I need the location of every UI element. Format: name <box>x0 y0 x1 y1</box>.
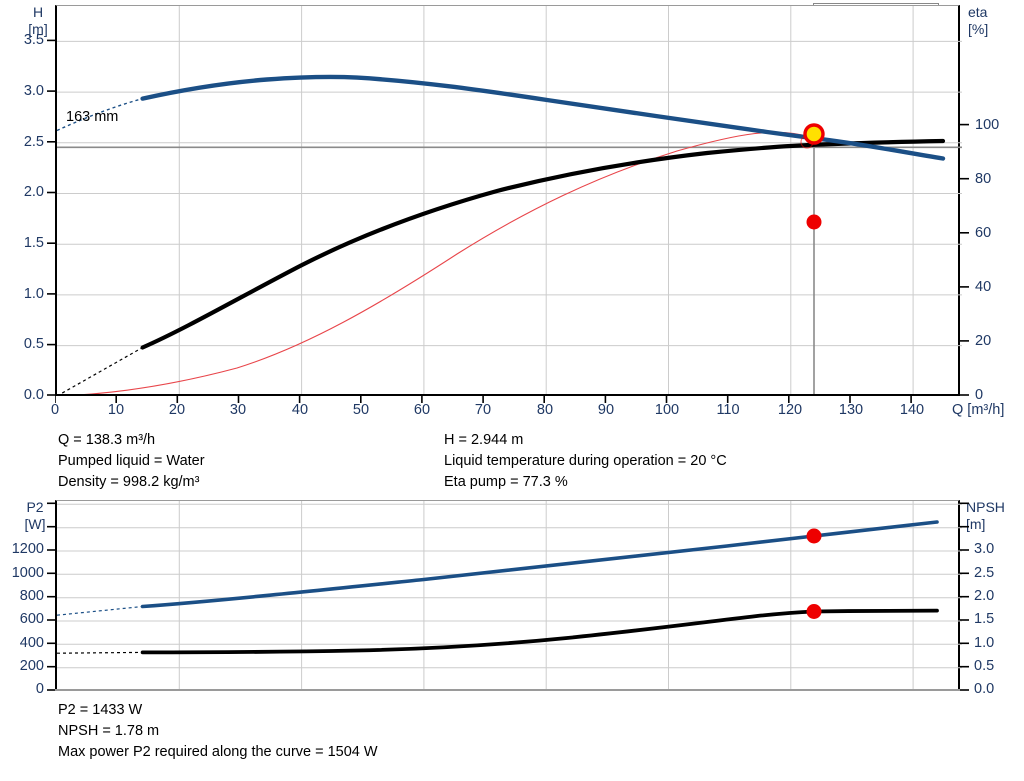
eta-tick-1: 20 <box>975 333 992 349</box>
h-tick-1: 0.5 <box>23 336 44 352</box>
duty-info-left-line-0: Q = 138.3 m³/h <box>58 432 156 448</box>
npsh-tick-3: 1.5 <box>974 611 995 627</box>
q-tick-0: 0 <box>50 402 60 418</box>
eta-tick-3: 60 <box>975 225 992 241</box>
top-chart-gridlines-vertical <box>178 6 914 396</box>
bottom-chart-npsh-tick-svg <box>960 502 969 691</box>
bottom-chart-x-axis <box>55 689 960 691</box>
q-tick-10: 100 <box>654 402 680 418</box>
q-tick-14: 140 <box>899 402 925 418</box>
npsh-tick-0: 0.0 <box>974 681 995 697</box>
p2-tick-0: 0 <box>35 681 44 697</box>
h-tick-0: 0.0 <box>23 387 44 403</box>
p2-tick-6: 1200 <box>11 541 44 557</box>
q-tick-1: 10 <box>107 402 125 418</box>
duty-point-eta-marker <box>806 214 822 230</box>
p2-tick-5: 1000 <box>11 565 44 581</box>
head-curve-extrapolated <box>57 97 143 132</box>
bottom-chart-gridlines-vertical <box>178 501 914 691</box>
h-tick-3: 1.5 <box>23 235 44 251</box>
power-info: P2 = 1433 W NPSH = 1.78 m Max power P2 r… <box>58 700 378 763</box>
q-tick-4: 40 <box>291 402 309 418</box>
q-tick-13: 130 <box>838 402 864 418</box>
top-chart-x-axis-title: Q [m³/h] <box>952 402 1005 418</box>
power-info-line-0: P2 = 1433 W <box>58 702 143 718</box>
bottom-chart-plot-area <box>55 500 962 691</box>
q-tick-6: 60 <box>413 402 431 418</box>
q-tick-12: 120 <box>777 402 803 418</box>
p2-tick-2: 400 <box>19 635 44 651</box>
q-tick-7: 70 <box>474 402 492 418</box>
npsh-tick-6: 3.0 <box>974 541 995 557</box>
impeller-size-label: 163 mm <box>66 109 119 125</box>
eta-curve <box>140 138 946 350</box>
h-tick-2: 1.0 <box>23 286 44 302</box>
q-tick-5: 50 <box>352 402 370 418</box>
power-curve-extrapolated <box>57 605 143 616</box>
duty-info-left-line-1: Pumped liquid = Water <box>58 453 205 469</box>
top-chart-eta-tick-svg <box>960 123 969 396</box>
duty-info-left-line-2: Density = 998.2 kg/m³ <box>58 474 200 490</box>
npsh-tick-1: 0.5 <box>974 658 995 674</box>
q-tick-2: 20 <box>168 402 186 418</box>
top-chart-right-axis-title: eta [%] <box>968 4 989 37</box>
duty-info-left: Q = 138.3 m³/h Pumped liquid = Water Den… <box>58 430 205 493</box>
system-curve <box>57 131 815 396</box>
eta-tick-4: 80 <box>975 171 992 187</box>
duty-info-right: H = 2.944 m Liquid temperature during op… <box>444 430 727 493</box>
bottom-chart-svg <box>57 501 962 691</box>
top-chart-left-axis-title: H [m] <box>28 4 48 37</box>
duty-info-right-line-2: Eta pump = 77.3 % <box>444 474 568 490</box>
eta-tick-2: 40 <box>975 279 992 295</box>
bottom-chart-right-axis-title: NPSH [m] <box>966 499 1005 532</box>
npsh-tick-5: 2.5 <box>974 565 995 581</box>
q-tick-11: 110 <box>716 402 740 418</box>
duty-point-head-marker <box>803 123 825 145</box>
p2-tick-4: 800 <box>19 588 44 604</box>
power-info-line-1: NPSH = 1.78 m <box>58 723 160 739</box>
eta-tick-0: 0 <box>975 387 984 403</box>
h-tick-7: 3.5 <box>23 32 44 48</box>
npsh-tick-4: 2.0 <box>974 588 995 604</box>
top-chart-svg <box>57 6 962 396</box>
top-chart-x-axis <box>55 394 960 403</box>
npsh-tick-2: 1.0 <box>974 635 995 651</box>
q-tick-3: 30 <box>229 402 247 418</box>
power-info-line-2: Max power P2 required along the curve = … <box>58 744 378 760</box>
top-chart-plot-area <box>55 5 962 396</box>
duty-info-right-line-1: Liquid temperature during operation = 20… <box>444 453 727 469</box>
h-tick-4: 2.0 <box>23 184 44 200</box>
duty-point-power-marker <box>806 528 822 544</box>
eta-curve-extrapolated <box>57 346 143 396</box>
q-tick-9: 90 <box>597 402 615 418</box>
bottom-chart-p2-tick-svg <box>47 502 56 691</box>
q-tick-8: 80 <box>536 402 554 418</box>
npsh-curve-extrapolated <box>57 651 143 654</box>
h-tick-6: 3.0 <box>23 83 44 99</box>
duty-info-right-line-0: H = 2.944 m <box>444 432 524 448</box>
power-curve <box>140 520 939 609</box>
eta-tick-5: 100 <box>975 117 1000 133</box>
bottom-chart-left-axis-title: P2 [W] <box>24 499 46 532</box>
p2-tick-1: 200 <box>19 658 44 674</box>
h-tick-5: 2.5 <box>23 134 44 150</box>
p2-tick-3: 600 <box>19 611 44 627</box>
duty-point-npsh-marker <box>806 604 822 619</box>
top-chart-h-tick-svg <box>47 39 56 396</box>
